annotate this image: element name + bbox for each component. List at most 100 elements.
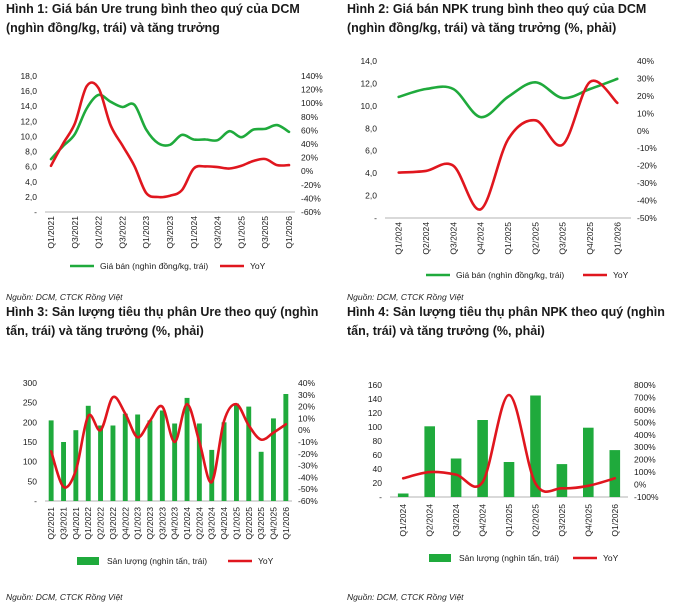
y-left-tick-label: 100 [23, 457, 37, 467]
chart-panel-1: Hình 1: Giá bán Ure trung bình theo quý … [0, 0, 340, 303]
series-line [49, 93, 291, 161]
legend-label: YoY [250, 261, 266, 271]
x-tick-label: Q4/2025 [583, 504, 593, 537]
y-left-tick-label: 40 [373, 464, 383, 474]
chart-panel-3: Hình 3: Sản lượng tiêu thụ phân Ure theo… [0, 303, 340, 606]
chart-svg: - 2,0 4,0 6,0 8,0 10,0 12,0 14,0 16,0 18,0 -60% -40… [20, 71, 323, 271]
y-right-tick-label: -40% [301, 193, 321, 203]
bar [609, 450, 621, 497]
y-right-tick-label: -50% [298, 484, 318, 494]
y-right-tick-label: 300% [634, 442, 656, 452]
x-tick-label: Q3/2023 [157, 507, 167, 540]
bar [234, 403, 239, 501]
y-right-tick-label: -40% [637, 196, 657, 206]
x-tick-label: Q1/2025 [236, 216, 246, 249]
y-left-tick-label: 100 [368, 422, 382, 432]
y-right-tick-label: -100% [634, 492, 659, 502]
y-left-tick-label: 50 [28, 476, 38, 486]
x-tick-label: Q1/2021 [46, 216, 56, 249]
x-tick-label: Q1/2022 [83, 507, 93, 540]
y-left-tick-label: 160 [368, 380, 382, 390]
x-tick-label: Q3/2022 [108, 507, 118, 540]
x-tick-label: Q2/2025 [530, 222, 540, 255]
x-tick-label: Q4/2023 [170, 507, 180, 540]
x-tick-label: Q3/2025 [558, 222, 568, 255]
x-tick-label: Q2/2022 [96, 507, 106, 540]
x-tick-label: Q4/2025 [268, 507, 278, 540]
y-right-tick-label: 600% [634, 405, 656, 415]
x-tick-label: Q3/2024 [213, 216, 223, 249]
bar [450, 458, 462, 497]
legend-label: YoY [613, 270, 629, 280]
legend-label: Sản lượng (nghìn tấn, trái) [107, 556, 207, 566]
x-tick-label: Q4/2024 [476, 222, 486, 255]
x-tick-label: Q3/2024 [207, 507, 217, 540]
bar [85, 405, 91, 501]
y-right-tick-label: 40% [301, 139, 318, 149]
legend-label: Sản lượng (nghìn tấn, trái) [459, 553, 559, 563]
legend-label: YoY [603, 553, 619, 563]
bar [135, 414, 141, 501]
chart-source: Nguồn: DCM, CTCK Rồng Việt [6, 592, 123, 602]
x-tick-label: Q4/2024 [219, 507, 229, 540]
legend-label: YoY [258, 556, 274, 566]
y-left-tick-label: 10,0 [360, 101, 377, 111]
y-right-tick-label: -30% [298, 461, 318, 471]
y-left-tick-label: 8,0 [25, 147, 37, 157]
y-left-tick-label: 8,0 [365, 123, 377, 133]
x-tick-label: Q1/2026 [610, 504, 620, 537]
x-tick-label: Q2/2021 [46, 507, 56, 540]
bar [221, 422, 227, 501]
y-left-tick-label: 6,0 [365, 146, 377, 156]
y-right-tick-label: -20% [301, 180, 321, 190]
x-tick-label: Q2/2024 [421, 222, 431, 255]
y-left-tick-label: 14,0 [20, 101, 37, 111]
y-right-tick-label: 0% [301, 166, 314, 176]
legend-label: Giá bán (nghìn đồng/kg, trái) [100, 261, 208, 271]
x-tick-label: Q1/2023 [133, 507, 143, 540]
bar [556, 464, 568, 497]
y-left-tick-label: 200 [23, 417, 37, 427]
y-left-tick-label: 14,0 [360, 56, 377, 66]
bar [147, 420, 153, 501]
bar [196, 423, 202, 501]
y-right-tick-label: 30% [637, 73, 654, 83]
series-line [397, 77, 619, 119]
y-right-tick-label: 400% [634, 430, 656, 440]
bar [503, 462, 515, 497]
x-tick-label: Q2/2024 [194, 507, 204, 540]
x-tick-label: Q3/2025 [557, 504, 567, 537]
y-right-tick-label: 20% [637, 91, 654, 101]
y-right-tick-label: 700% [634, 392, 656, 402]
bar [98, 425, 103, 501]
x-tick-label: Q4/2024 [478, 504, 488, 537]
y-right-tick-label: -60% [301, 207, 321, 217]
y-left-tick-label: - [34, 207, 37, 217]
chart-panel-2: Hình 2: Giá bán NPK trung bình theo quý … [341, 0, 681, 303]
y-left-tick-label: 140 [368, 394, 382, 404]
y-right-tick-label: 10% [298, 413, 315, 423]
x-tick-label: Q1/2026 [281, 507, 291, 540]
y-right-tick-label: 20% [301, 153, 318, 163]
x-tick-label: Q4/2022 [120, 507, 130, 540]
x-tick-label: Q4/2021 [71, 507, 81, 540]
y-left-tick-label: 18,0 [20, 71, 37, 81]
y-left-tick-label: - [379, 492, 382, 502]
x-tick-label: Q3/2025 [260, 216, 270, 249]
y-left-tick-label: 120 [368, 408, 382, 418]
bar [258, 451, 264, 501]
x-tick-label: Q3/2024 [448, 222, 458, 255]
x-tick-label: Q1/2026 [284, 216, 294, 249]
y-left-tick-label: 300 [23, 378, 37, 388]
bar [246, 406, 252, 501]
y-right-tick-label: 40% [298, 378, 315, 388]
chart-source: Nguồn: DCM, CTCK Rồng Việt [347, 292, 464, 302]
y-right-tick-label: -10% [637, 143, 657, 153]
chart-svg: - 20 40 60 80 100 120 140 160 -100% 0% 100% 200% 300%… [368, 380, 659, 563]
y-right-tick-label: 140% [301, 71, 323, 81]
y-left-tick-label: 4,0 [25, 177, 37, 187]
y-left-tick-label: 2,0 [25, 192, 37, 202]
chart-source: Nguồn: DCM, CTCK Rồng Việt [347, 592, 464, 602]
y-right-tick-label: 20% [298, 402, 315, 412]
x-tick-label: Q1/2024 [189, 216, 199, 249]
